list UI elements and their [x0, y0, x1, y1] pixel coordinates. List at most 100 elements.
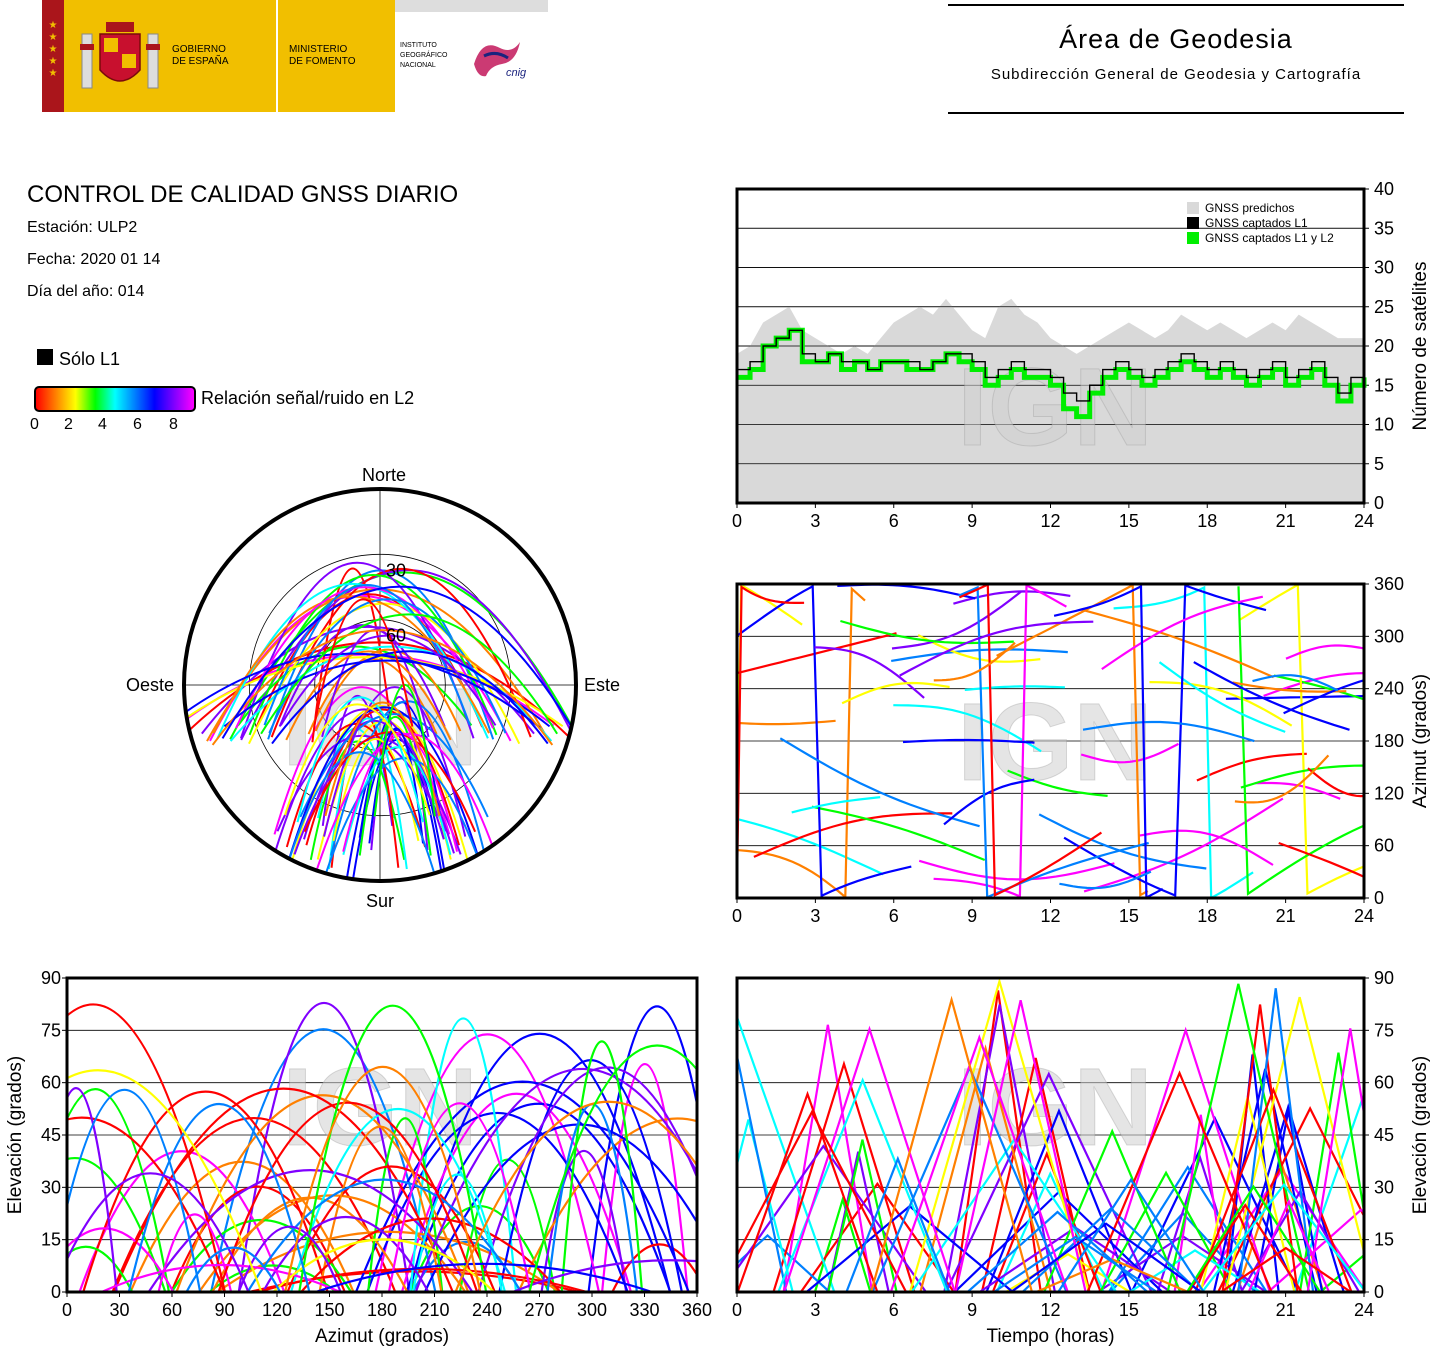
x-tick-label: 90 [214, 1300, 234, 1320]
sky-track [342, 732, 459, 852]
sky-track [285, 650, 452, 741]
track-segment [737, 632, 897, 675]
track-segment [918, 859, 1115, 881]
elev-track [611, 1243, 697, 1292]
snr-tick: 6 [133, 416, 142, 433]
y-tick-label: 0 [51, 1282, 61, 1302]
x-axis-label: Tiempo (horas) [986, 1326, 1114, 1347]
elev-track [845, 1155, 951, 1292]
elev-track [601, 1062, 689, 1292]
area-subtitle: Subdirección General de Geodesia y Carto… [990, 66, 1362, 83]
sky-track [368, 727, 425, 844]
sky-track [282, 751, 437, 878]
sky-track [313, 598, 414, 727]
elev-track [737, 1109, 908, 1292]
track-segment [943, 778, 1035, 826]
elev-track [1086, 1070, 1273, 1292]
azimuth-time-plot: 0 60 120 180 240 300 360 0 3 6 9 12 15 18 21 24 Azimut (… [732, 574, 1431, 926]
x-tick-label: 12 [1040, 1300, 1060, 1320]
y-tick-label: 5 [1374, 454, 1384, 474]
ring-label: 30 [386, 560, 406, 580]
elev-track [985, 1107, 1133, 1292]
elev-track [1247, 1198, 1331, 1292]
x-tick-label: 120 [262, 1300, 292, 1320]
legend-label: GNSS predichos [1205, 201, 1294, 215]
l1-series-line [737, 329, 1365, 402]
elev-track [170, 1185, 346, 1292]
inst-line1: INSTITUTO [400, 42, 437, 49]
elev-track [560, 1040, 644, 1292]
x-tick-label: 60 [162, 1300, 182, 1320]
elev-azimuth-chart: 0 15 30 45 60 75 90 0 30 60 90 120 150 180 210 240 270 30… [5, 968, 712, 1347]
sky-track [260, 613, 558, 735]
sky-track [314, 732, 504, 874]
elev-track [1043, 1128, 1182, 1292]
solo-l1-swatch [37, 349, 53, 365]
elev-track [943, 1004, 1056, 1292]
x-tick-label: 3 [810, 906, 820, 926]
elev-track [129, 1160, 355, 1292]
track-segment [840, 619, 1014, 645]
legend-label: GNSS captados L1 y L2 [1205, 231, 1334, 245]
y-axis-label: Número de satélites [1410, 262, 1431, 431]
x-tick-label: 210 [419, 1300, 449, 1320]
sat-count-chart: 0 5 10 15 20 25 30 35 40 0 3 6 9 12 15 18 21 24 Número de … [732, 179, 1431, 531]
track-segment [837, 584, 976, 600]
track-segment [1053, 584, 1164, 898]
elev-track [366, 1112, 629, 1292]
elev-track [1194, 1086, 1353, 1292]
elev-track [1166, 983, 1311, 1292]
elev-track [512, 1259, 697, 1292]
snr-colorbar [34, 386, 196, 412]
x-tick-label: 30 [109, 1300, 129, 1320]
x-tick-label: 21 [1276, 511, 1296, 531]
report-title: CONTROL DE CALIDAD GNSS DIARIO [27, 181, 459, 208]
x-tick-label: 270 [524, 1300, 554, 1320]
elev-time-plot: 0 15 30 45 60 75 90 0 3 6 9 12 15 18 21 24 Tiempo (horas… [732, 968, 1431, 1347]
y-tick-label: 240 [1374, 679, 1404, 699]
y-tick-label: 360 [1374, 574, 1404, 594]
y-tick-label: 40 [1374, 179, 1394, 199]
x-tick-label: 21 [1276, 906, 1296, 926]
elev-time-chart: 0 15 30 45 60 75 90 0 3 6 9 12 15 18 21 24 Tiempo (horas… [732, 968, 1431, 1347]
x-tick-label: 15 [1119, 906, 1139, 926]
plot-frame [735, 582, 1366, 900]
plot-frame [735, 976, 1366, 1294]
track-segment [1225, 694, 1364, 700]
elev-track [1057, 1177, 1205, 1292]
plot-frame [65, 976, 699, 1294]
north-label: Norte [362, 465, 406, 485]
y-tick-label: 30 [1374, 258, 1394, 278]
sky-track [303, 719, 445, 840]
x-tick-label: 3 [810, 1300, 820, 1320]
y-tick-label: 0 [1374, 1282, 1384, 1302]
elev-track [409, 1017, 518, 1292]
west-label: Oeste [126, 675, 174, 695]
x-tick-label: 24 [1354, 1300, 1374, 1320]
ring-label: 60 [386, 626, 406, 646]
elev-track [737, 1013, 836, 1292]
elev-track [67, 1069, 263, 1292]
elev-track [1231, 1103, 1345, 1292]
sky-track [323, 686, 467, 837]
snr-tick: 4 [98, 416, 107, 433]
x-tick-label: 9 [967, 511, 977, 531]
track-segment [1080, 742, 1179, 764]
elev-track [1188, 1203, 1303, 1292]
track-segment [933, 584, 1067, 898]
station-label: Estación: ULP2 [27, 219, 138, 236]
track-segment [1234, 754, 1330, 804]
track-segment [933, 641, 1016, 682]
elev-track [127, 1102, 311, 1292]
x-tick-label: 24 [1354, 906, 1374, 926]
x-tick-label: 9 [967, 1300, 977, 1320]
y-tick-label: 15 [1374, 1230, 1394, 1250]
sky-track [299, 713, 489, 818]
track-segment [899, 620, 1094, 677]
x-tick-label: 6 [889, 511, 899, 531]
sky-track [307, 658, 438, 735]
y-tick-label: 120 [1374, 783, 1404, 803]
sky-track [296, 696, 424, 823]
ign-watermark: IGN [957, 346, 1153, 469]
